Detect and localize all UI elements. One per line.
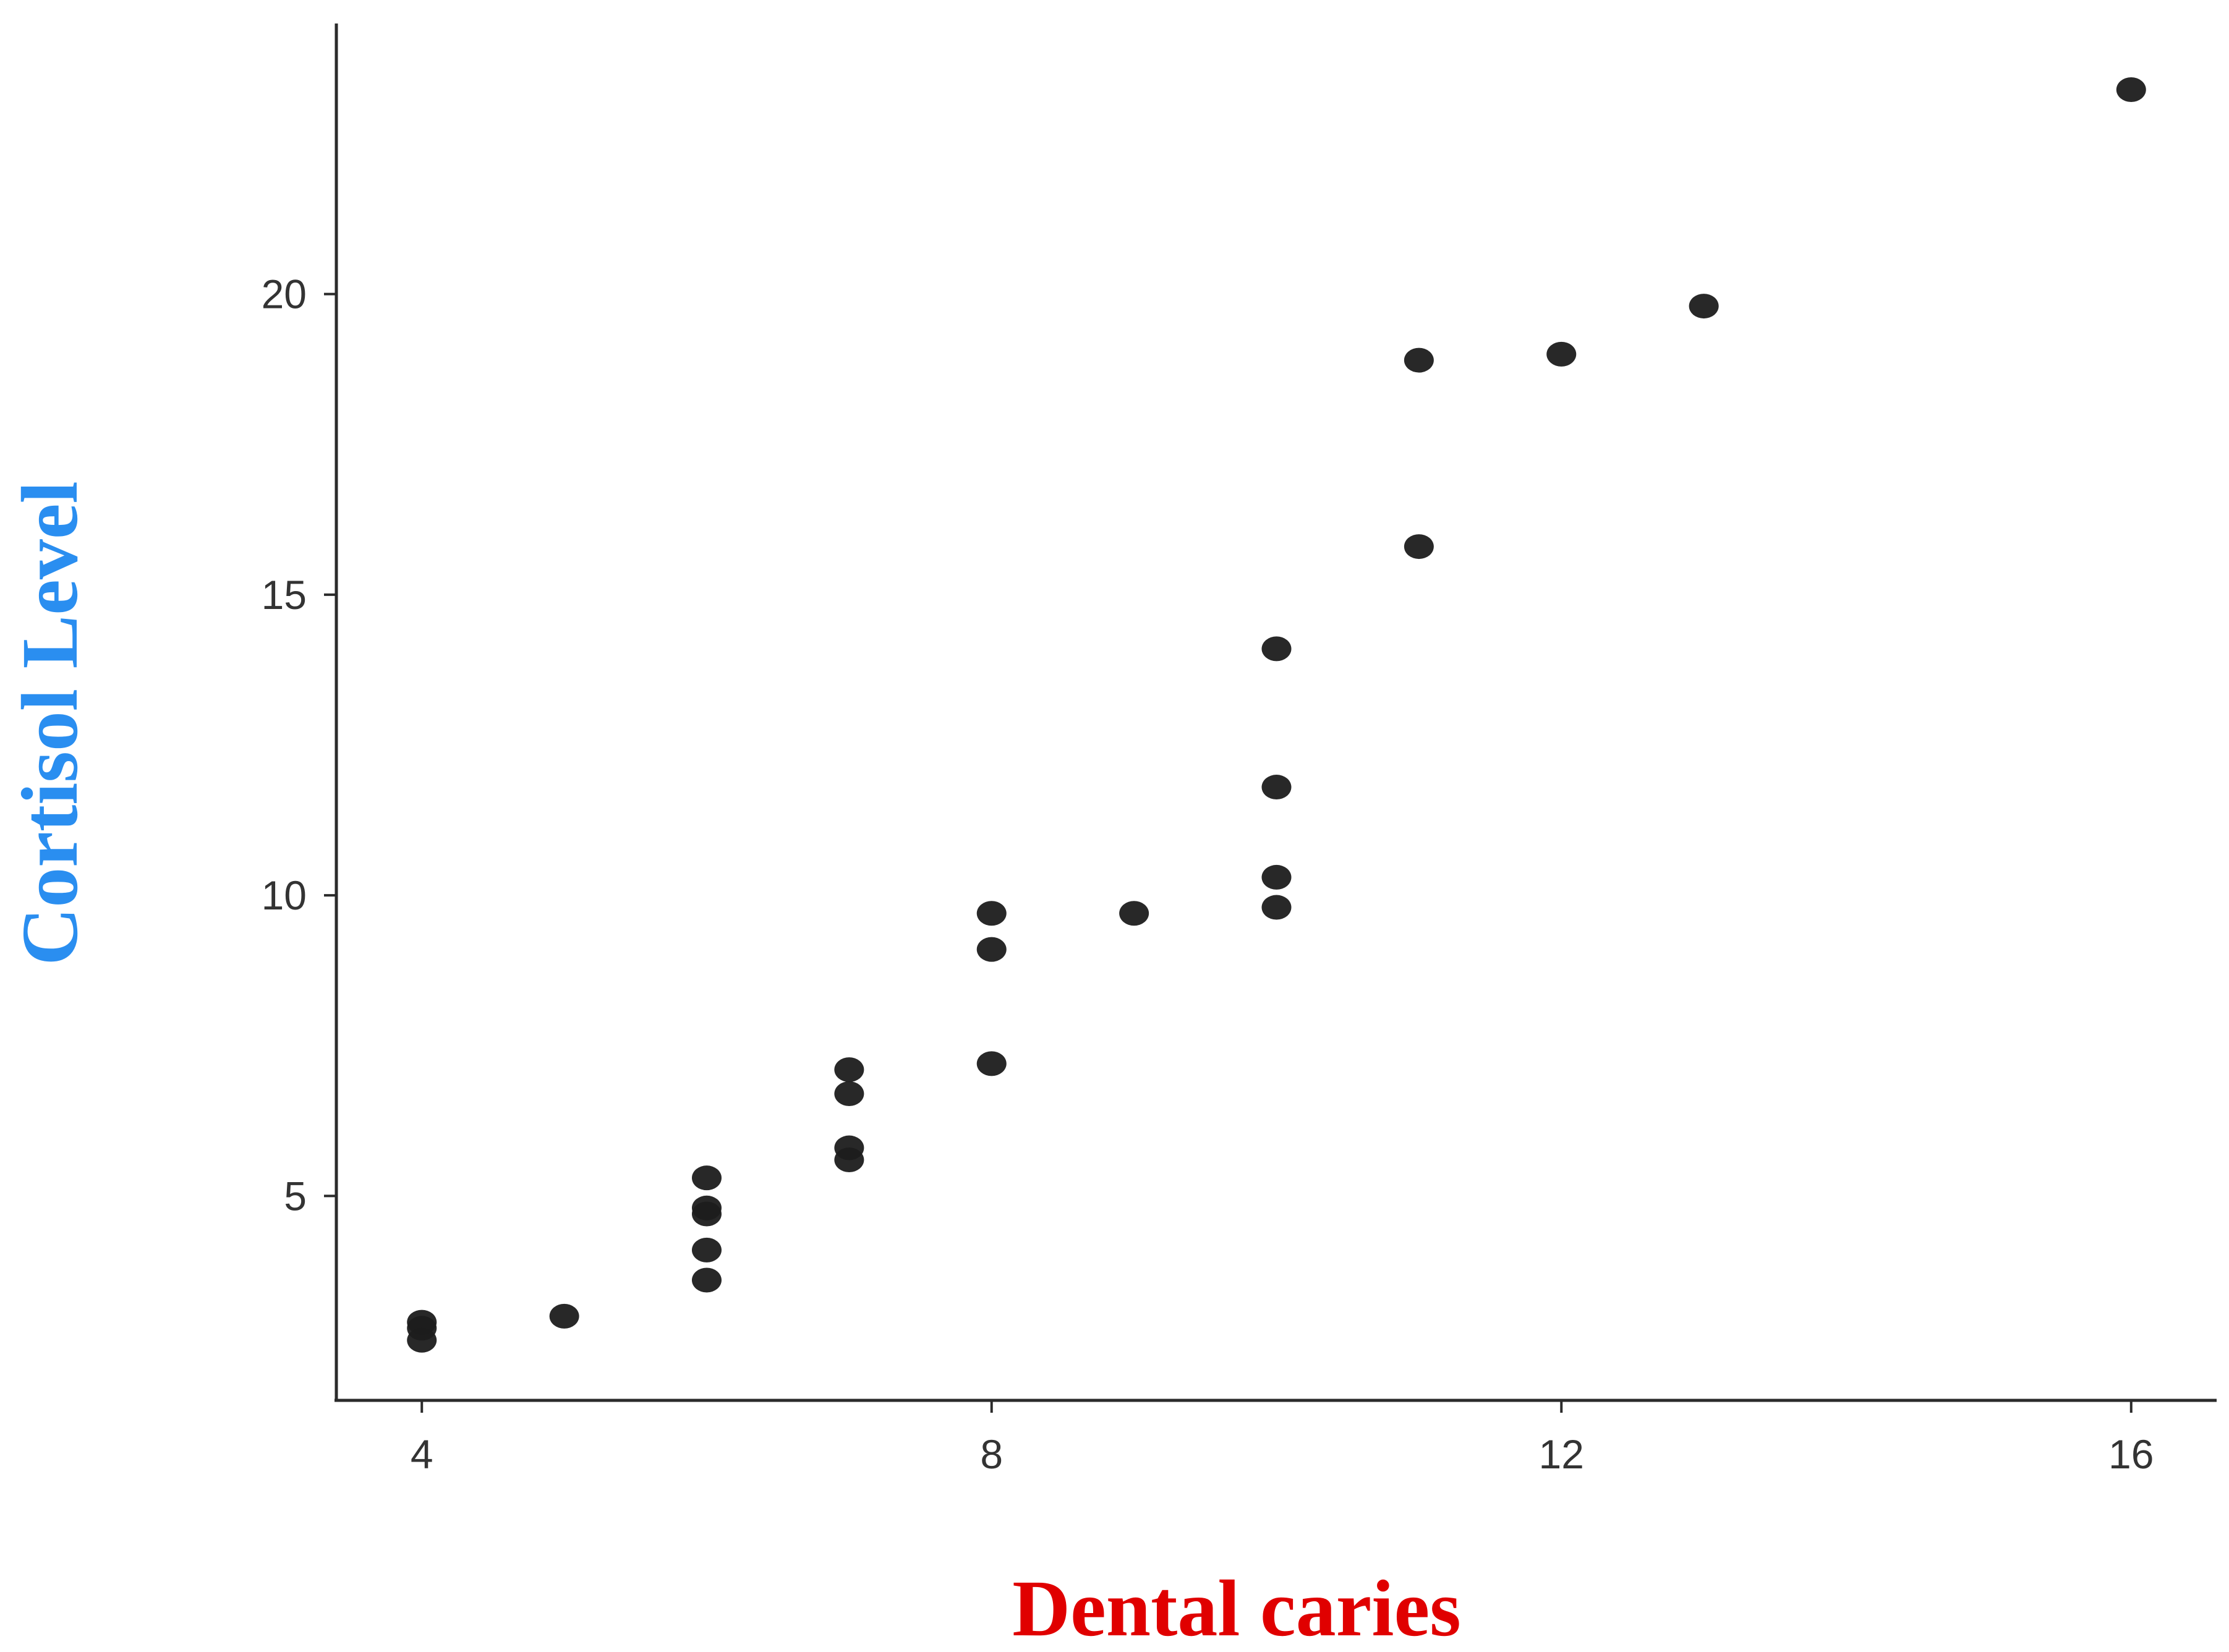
y-axis-title: Cortisol Level	[6, 481, 95, 965]
data-point	[1261, 895, 1292, 920]
data-point	[1119, 901, 1149, 926]
data-point	[834, 1135, 864, 1160]
data-point	[976, 901, 1007, 926]
data-point	[691, 1165, 722, 1191]
axes	[335, 23, 2217, 1402]
y-tick-label: 20	[262, 271, 307, 317]
y-tick-label: 15	[262, 572, 307, 618]
x-tick-label: 16	[2108, 1431, 2154, 1477]
data-point	[976, 937, 1007, 962]
x-tick-label: 8	[980, 1431, 1003, 1477]
x-ticks: 4 8 12 16	[411, 1400, 2154, 1477]
data-point	[1404, 347, 1434, 373]
data-point	[691, 1195, 722, 1220]
data-points	[407, 77, 2146, 1353]
data-point	[1261, 636, 1292, 662]
data-point	[976, 1051, 1007, 1076]
data-point	[691, 1267, 722, 1293]
x-axis-title: Dental caries	[1012, 1564, 1461, 1652]
y-tick-label: 10	[262, 872, 307, 918]
data-point	[1689, 294, 1719, 319]
data-point	[549, 1303, 579, 1329]
data-point	[834, 1057, 864, 1083]
data-point	[834, 1081, 864, 1107]
data-point	[1261, 775, 1292, 800]
x-tick-label: 4	[411, 1431, 433, 1477]
y-tick-label: 5	[284, 1173, 307, 1219]
data-point	[1261, 864, 1292, 890]
data-point	[2116, 77, 2146, 102]
x-tick-label: 12	[1539, 1431, 1584, 1477]
data-point	[1404, 534, 1434, 560]
data-point	[691, 1237, 722, 1262]
data-point	[1546, 341, 1577, 367]
y-ticks: 5 10 15 20	[262, 271, 336, 1219]
data-point	[407, 1309, 437, 1335]
